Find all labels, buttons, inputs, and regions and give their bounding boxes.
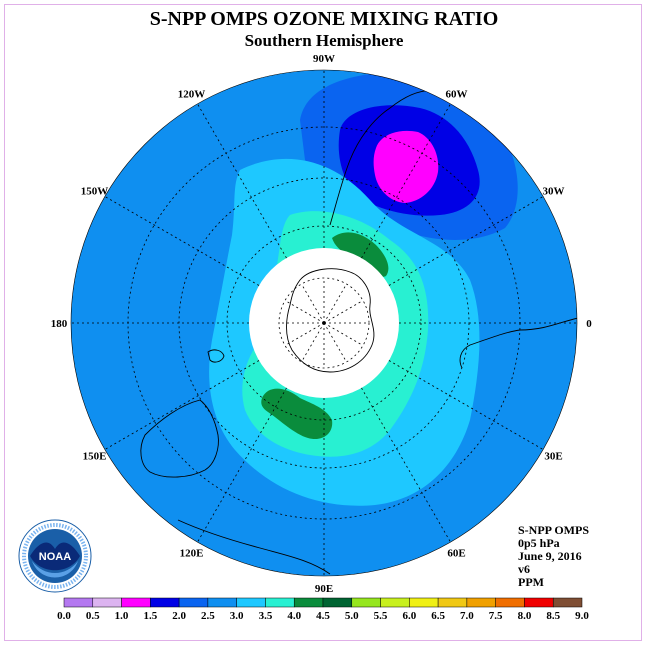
map-subtitle: Southern Hemisphere [244, 31, 404, 50]
colorbar-cell [63, 597, 94, 608]
longitude-label: 60E [447, 547, 465, 559]
colorbar-cell [236, 597, 266, 608]
info-units: PPM [518, 575, 544, 589]
colorbar-tick-label: 2.5 [201, 610, 215, 622]
colorbar-tick-label: 0.0 [57, 610, 71, 622]
map-title: S-NPP OMPS OZONE MIXING RATIO [149, 8, 499, 30]
info-version: v6 [518, 562, 530, 576]
colorbar-cell [409, 597, 439, 608]
south-america-coast [329, 90, 449, 226]
level-1-5 [373, 130, 439, 203]
colorbar-tick-label: 8.0 [518, 610, 532, 622]
info-block: S-NPP OMPS 0p5 hPa June 9, 2016 v6 PPM [518, 524, 589, 589]
colorbar-cell [524, 597, 554, 608]
colorbar-cell [351, 597, 381, 608]
colorbar-tick-label: 9.0 [575, 610, 589, 622]
colorbar-tick-label: 0.5 [86, 610, 100, 622]
longitude-label: 90E [315, 583, 333, 595]
longitude-label: 30W [542, 186, 564, 198]
longitude-label: 150E [83, 451, 107, 463]
south-pole-marker [322, 321, 326, 325]
colorbar-tick-label: 4.0 [287, 610, 301, 622]
colorbar-tick-label: 3.5 [259, 610, 273, 622]
map-boundary [70, 69, 578, 577]
colorbar-tick-label: 1.5 [143, 610, 157, 622]
colorbar-cell [92, 597, 122, 608]
australia-coast [140, 399, 219, 478]
longitude-label: 120W [178, 89, 206, 101]
colorbar-cell [322, 597, 353, 608]
colorbar-tick-label: 2.0 [172, 610, 186, 622]
colorbar-cell [265, 597, 295, 608]
colorbar-tick-label: 8.5 [546, 610, 560, 622]
colorbar-cell [380, 597, 410, 608]
colorbar-tick-label: 3.0 [230, 610, 244, 622]
page-frame [4, 4, 642, 641]
level-4-5-north [332, 232, 389, 278]
colorbar-tick-label: 5.0 [345, 610, 359, 622]
colorbar-cell [466, 597, 496, 608]
longitude-label: 0 [586, 318, 592, 330]
colorbar-cell [437, 597, 468, 608]
colorbar-cell [207, 597, 237, 608]
africa-coast [459, 317, 577, 369]
antarctica-coast [286, 268, 375, 373]
indonesia-coast [177, 519, 331, 575]
colorbar-cell [495, 597, 525, 608]
noaa-seal-icon: NOAA [18, 519, 92, 593]
colorbar-tick-label: 6.0 [402, 610, 416, 622]
longitude-label: 90W [313, 53, 335, 65]
new-zealand-coast [207, 349, 225, 363]
colorbar-tick-label: 6.5 [431, 610, 445, 622]
colorbar-cell [178, 597, 209, 608]
info-level: 0p5 hPa [518, 536, 560, 550]
ozone-field [71, 70, 577, 576]
colorbar-tick-label: 1.0 [115, 610, 129, 622]
longitude-label: 120E [180, 547, 204, 559]
longitude-label: 60W [446, 89, 468, 101]
longitude-labels: 0 30W 60W 90W 120W 150W 180 150E 120E 90E 60E 30E [51, 53, 593, 595]
colorbar-tick-label: 5.5 [374, 610, 388, 622]
colorbar-tick-label: 7.5 [489, 610, 503, 622]
logo-text: NOAA [39, 551, 71, 563]
colorbar-tick-label: 7.0 [460, 610, 474, 622]
info-date: June 9, 2016 [518, 549, 582, 563]
longitude-label: 30E [544, 451, 562, 463]
colorbar-cell [121, 597, 151, 608]
colorbar-cell [552, 597, 583, 608]
colorbar-cell [293, 597, 324, 608]
longitude-label: 180 [51, 318, 68, 330]
info-instrument: S-NPP OMPS [518, 523, 589, 537]
longitude-label: 150W [81, 186, 109, 198]
colorbar-cell [150, 597, 180, 608]
coastlines [140, 90, 577, 575]
colorbar-tick-label: 4.5 [316, 610, 330, 622]
